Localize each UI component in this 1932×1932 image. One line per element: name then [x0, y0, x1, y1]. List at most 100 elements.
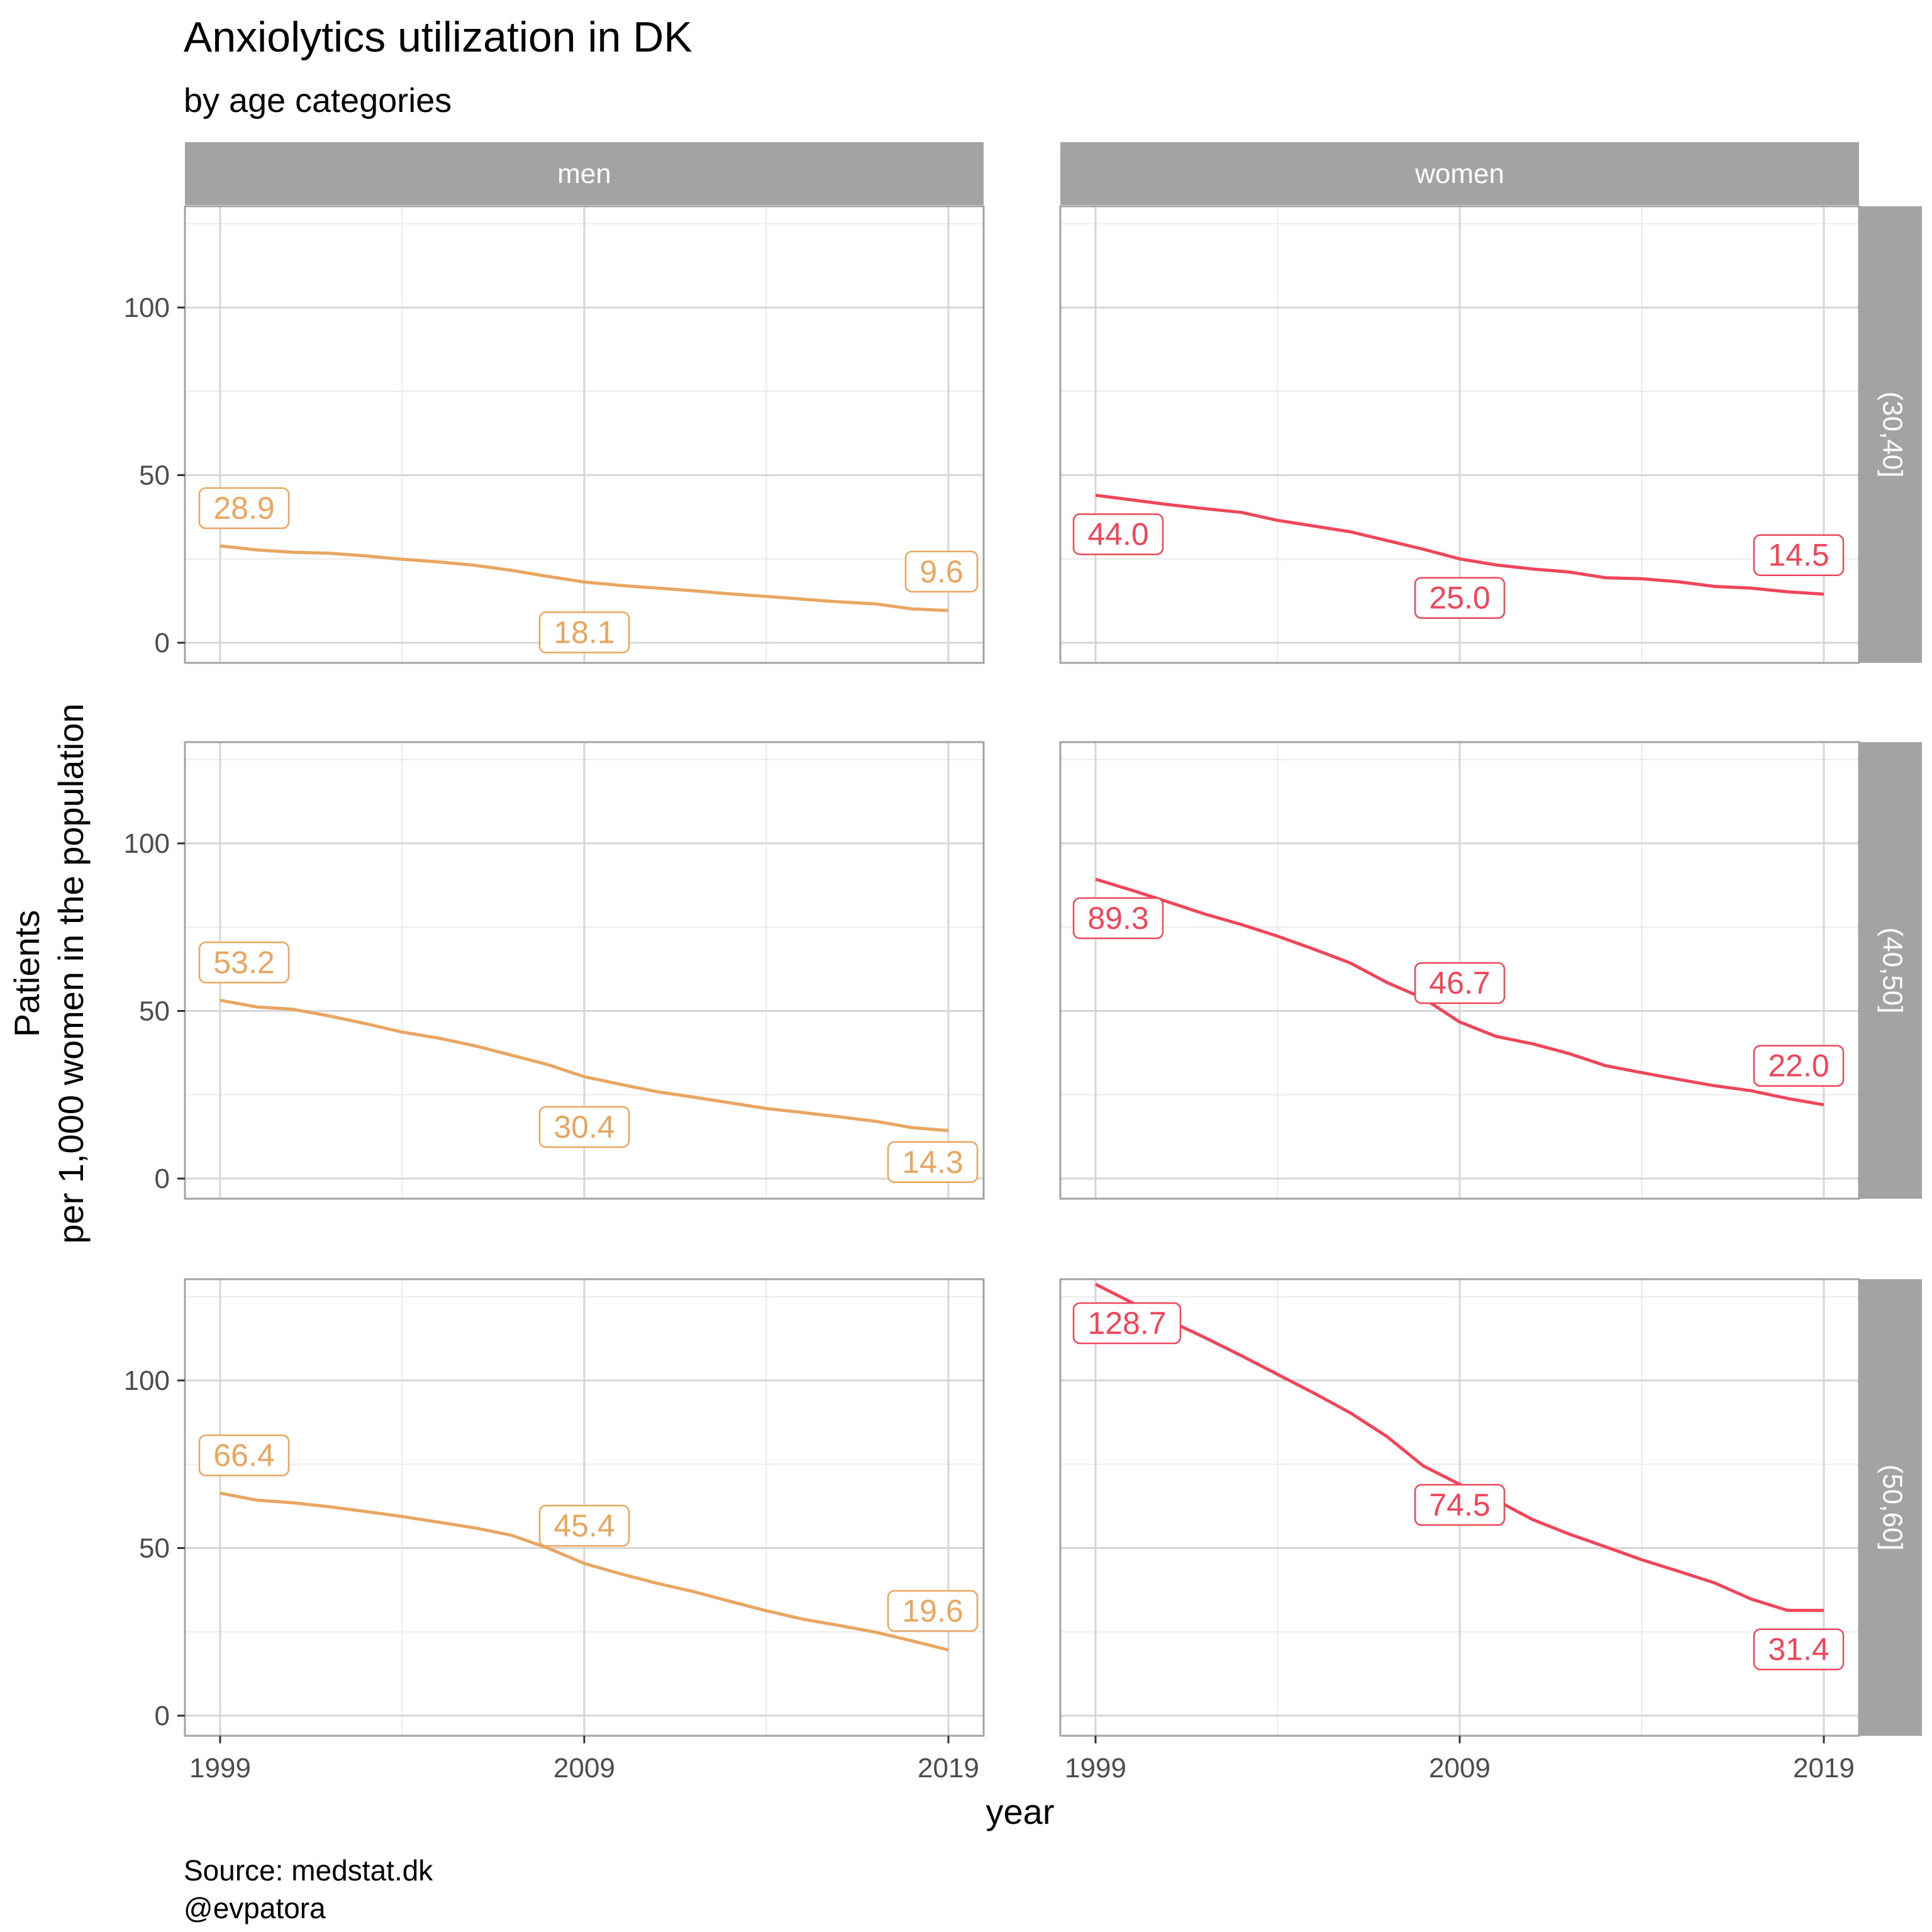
y-tick-label: 0 [155, 1163, 170, 1194]
strip-background [185, 142, 984, 205]
series-line-men [219, 1491, 949, 1652]
data-label-text: 18.1 [553, 615, 614, 650]
data-label-text: 14.3 [902, 1145, 963, 1180]
data-label-box [198, 941, 290, 984]
panel-border [184, 741, 985, 1200]
panel-men-30-40: 28.9 18.1 9.6 0 50 100 [124, 205, 985, 664]
data-label: 30.4 [538, 1106, 630, 1148]
y-tick-label: 100 [124, 1365, 170, 1396]
x-tick-label: 1999 [189, 1753, 251, 1784]
data-label-box [1072, 513, 1164, 555]
strip-label-men: men [557, 158, 611, 189]
data-label-text: 66.4 [213, 1438, 274, 1473]
panel-border [184, 205, 985, 664]
data-label-text: 128.7 [1087, 1306, 1166, 1341]
strip-background [1859, 742, 1922, 1199]
data-label-text: 19.6 [902, 1594, 963, 1629]
strip-50-60: (50,60] [1859, 1279, 1922, 1736]
y-axis-title: Patients per 1,000 women in the populati… [7, 703, 91, 1243]
panel-border [1059, 205, 1860, 664]
chart-subtitle: by age categories [184, 82, 452, 119]
data-label-text: 44.0 [1087, 516, 1148, 552]
data-label: 45.4 [538, 1504, 630, 1547]
chart-title: Anxiolytics utilization in DK [184, 13, 692, 61]
data-label-box [538, 1106, 630, 1148]
data-label-text: 74.5 [1429, 1487, 1490, 1523]
y-tick-label: 50 [139, 1533, 170, 1563]
data-label: 9.6 [904, 550, 979, 593]
data-label-box [1414, 962, 1506, 1004]
data-label-box [538, 1504, 630, 1547]
strip-label-50-60: (50,60] [1877, 1465, 1907, 1551]
data-label-text: 25.0 [1429, 580, 1490, 616]
data-label: 128.7 [1072, 1302, 1182, 1345]
series-line-men [219, 998, 949, 1133]
data-label-text: 31.4 [1768, 1632, 1829, 1667]
strip-label-40-50: (40,50] [1877, 928, 1907, 1014]
data-label-box [904, 550, 979, 593]
series-line-women [1095, 877, 1824, 1107]
strip-label-30-40: (30,40] [1877, 392, 1907, 478]
facet-panels: men women (30,40] (40,50] (50,60] 28.9 18.1 9.6… [124, 142, 1922, 1784]
x-tick-label: 1999 [1065, 1753, 1126, 1784]
data-label: 19.6 [887, 1590, 979, 1632]
y-tick-label: 100 [124, 292, 170, 323]
data-label-text: 14.5 [1768, 538, 1829, 573]
y-tick-label: 100 [124, 828, 170, 859]
data-label-box [1414, 1484, 1506, 1526]
data-label: 46.7 [1414, 962, 1506, 1004]
data-label: 25.0 [1414, 577, 1506, 619]
data-label-text: 22.0 [1768, 1048, 1829, 1084]
y-tick-label: 0 [155, 628, 170, 658]
data-label: 74.5 [1414, 1484, 1506, 1526]
x-tick-label: 2009 [553, 1753, 615, 1784]
strip-40-50: (40,50] [1859, 742, 1922, 1199]
data-label: 28.9 [198, 487, 290, 530]
y-axis-title-line-1: Patients [7, 910, 47, 1037]
caption-handle: @evpatora [184, 1892, 326, 1924]
y-tick-label: 50 [139, 996, 170, 1026]
x-tick-label: 2019 [1793, 1753, 1855, 1784]
data-label-box [1414, 577, 1506, 619]
data-label-box [887, 1141, 979, 1184]
strip-label-women: women [1414, 158, 1504, 189]
data-label-box [1753, 1628, 1845, 1670]
caption-source: Source: medstat.dk [184, 1854, 433, 1887]
data-label: 31.4 [1753, 1628, 1845, 1670]
x-tick-label: 2019 [918, 1753, 979, 1784]
y-tick-label: 50 [139, 460, 170, 491]
strip-30-40: (30,40] [1859, 206, 1922, 663]
data-label-box [538, 611, 630, 653]
series-line-women [1095, 494, 1824, 596]
strip-background [1060, 142, 1859, 205]
data-label-box [198, 1434, 290, 1477]
data-label-box [1753, 1045, 1845, 1087]
data-label: 22.0 [1753, 1045, 1845, 1087]
data-label: 89.3 [1072, 897, 1164, 940]
data-label-text: 45.4 [553, 1508, 614, 1543]
data-label-text: 9.6 [919, 554, 963, 589]
x-axis-title: year [986, 1792, 1055, 1831]
data-label-text: 89.3 [1087, 901, 1148, 936]
y-tick-label: 0 [155, 1701, 170, 1731]
series-line-men [219, 544, 949, 613]
data-label-box [1072, 1302, 1182, 1345]
strip-background [1859, 206, 1922, 663]
data-label: 53.2 [198, 941, 290, 984]
data-label: 14.5 [1753, 534, 1845, 576]
data-label-text: 28.9 [213, 491, 274, 526]
data-label: 66.4 [198, 1434, 290, 1477]
data-label: 44.0 [1072, 513, 1164, 555]
strip-men: men [185, 142, 984, 205]
data-label-box [887, 1590, 979, 1632]
data-label-text: 30.4 [553, 1109, 614, 1145]
strip-women: women [1060, 142, 1859, 205]
data-label: 18.1 [538, 611, 630, 653]
panel-men-40-50: 53.2 30.4 14.3 0 50 100 [124, 741, 985, 1200]
data-label-text: 46.7 [1429, 965, 1490, 1001]
panel-women-50-60: 128.7 74.5 31.4 1999 2009 2019 [1059, 1278, 1860, 1784]
data-label: 14.3 [887, 1141, 979, 1184]
strip-background [1859, 1279, 1922, 1736]
data-label-box [1072, 897, 1164, 940]
